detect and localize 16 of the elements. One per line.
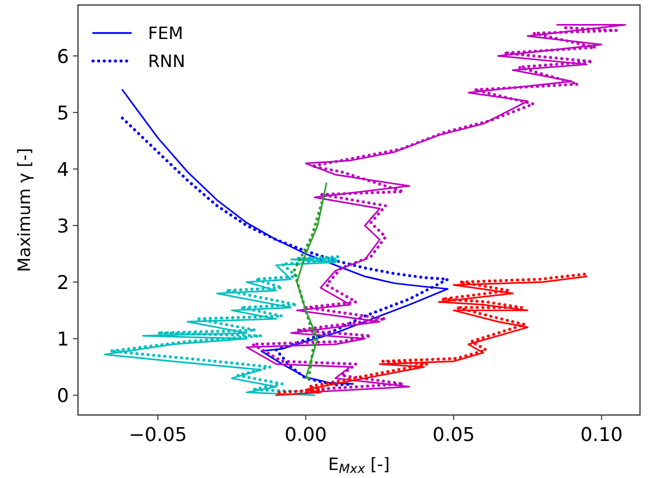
y-tick-label: 1 [56, 328, 69, 351]
y-tick-label: 6 [56, 46, 69, 68]
legend-label: RNN [148, 52, 186, 72]
x-tick-label: 0.10 [580, 424, 623, 446]
legend-label: FEM [148, 24, 184, 44]
x-tick-label: 0.05 [432, 424, 475, 446]
line-series [296, 182, 328, 380]
y-axis-title: Maximum γ [-] [15, 148, 35, 272]
y-tick-label: 4 [56, 159, 69, 181]
y-tick-label: 0 [56, 385, 69, 408]
y-tick-label: 5 [56, 102, 69, 124]
x-tick-label: −0.05 [128, 424, 187, 446]
x-tick-label: 0.00 [284, 424, 327, 446]
y-tick-label: 2 [56, 272, 69, 294]
y-tick-label: 3 [56, 216, 69, 238]
x-axis-title: E$_{Mxx}$ [-] [328, 455, 390, 478]
